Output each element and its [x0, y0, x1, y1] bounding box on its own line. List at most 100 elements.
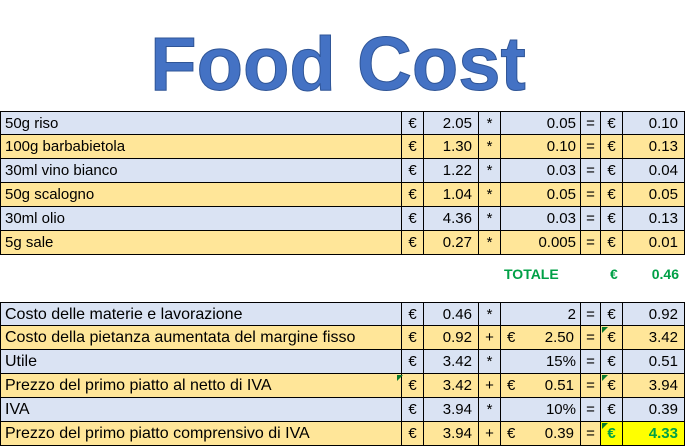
currency-symbol[interactable]: €: [601, 302, 623, 326]
ingredient-name[interactable]: 30ml olio: [0, 207, 402, 231]
line-total[interactable]: 0.04: [623, 159, 685, 183]
quantity[interactable]: 0.03: [501, 207, 581, 231]
factor[interactable]: €2.50: [501, 326, 581, 350]
equals[interactable]: =: [581, 159, 601, 183]
table-row[interactable]: IVA € 3.94 * 10% = € 0.39: [0, 398, 685, 422]
table-row[interactable]: Costo della pietanza aumentata del margi…: [0, 326, 685, 350]
currency-symbol[interactable]: €: [402, 350, 424, 374]
equals[interactable]: =: [581, 350, 601, 374]
currency-symbol[interactable]: €: [601, 183, 623, 207]
final-price[interactable]: 4.33: [623, 422, 685, 446]
table-row[interactable]: 50g scalogno € 1.04 * 0.05 = € 0.05: [0, 183, 685, 207]
ingredient-name[interactable]: 50g riso: [0, 111, 402, 135]
quantity[interactable]: 0.005: [501, 231, 581, 255]
factor[interactable]: 10%: [501, 398, 581, 422]
operator[interactable]: *: [479, 398, 501, 422]
base-amount[interactable]: 3.42: [424, 374, 479, 398]
base-amount[interactable]: 3.94: [424, 422, 479, 446]
line-total[interactable]: 0.13: [623, 135, 685, 159]
operator[interactable]: *: [479, 111, 501, 135]
unit-price[interactable]: 4.36: [424, 207, 479, 231]
table-row[interactable]: 5g sale € 0.27 * 0.005 = € 0.01: [0, 231, 685, 255]
operator[interactable]: +: [479, 326, 501, 350]
factor[interactable]: €0.39: [501, 422, 581, 446]
calc-label[interactable]: Costo delle materie e lavorazione: [0, 302, 402, 326]
currency-symbol[interactable]: €: [402, 111, 424, 135]
line-total[interactable]: 0.10: [623, 111, 685, 135]
table-row[interactable]: 50g riso € 2.05 * 0.05 = € 0.10: [0, 111, 685, 135]
quantity[interactable]: 0.03: [501, 159, 581, 183]
currency-symbol[interactable]: €: [402, 135, 424, 159]
currency-symbol[interactable]: €: [402, 207, 424, 231]
table-row[interactable]: Costo delle materie e lavorazione € 0.46…: [0, 302, 685, 326]
ingredient-name[interactable]: 100g barbabietola: [0, 135, 402, 159]
operator[interactable]: +: [479, 374, 501, 398]
quantity[interactable]: 0.05: [501, 183, 581, 207]
unit-price[interactable]: 1.04: [424, 183, 479, 207]
line-total[interactable]: 0.13: [623, 207, 685, 231]
operator[interactable]: *: [479, 207, 501, 231]
line-total[interactable]: 0.05: [623, 183, 685, 207]
calc-label[interactable]: Prezzo del primo piatto al netto di IVA: [0, 374, 402, 398]
currency-symbol[interactable]: €: [402, 374, 424, 398]
base-amount[interactable]: 0.46: [424, 302, 479, 326]
operator[interactable]: *: [479, 135, 501, 159]
currency-symbol[interactable]: €: [402, 302, 424, 326]
result[interactable]: 0.92: [623, 302, 685, 326]
equals[interactable]: =: [581, 207, 601, 231]
currency-symbol[interactable]: €: [601, 350, 623, 374]
currency-symbol[interactable]: €: [402, 326, 424, 350]
currency-symbol[interactable]: €: [601, 207, 623, 231]
table-row[interactable]: Prezzo del primo piatto comprensivo di I…: [0, 422, 685, 446]
calc-label[interactable]: IVA: [0, 398, 402, 422]
line-total[interactable]: 0.01: [623, 231, 685, 255]
result[interactable]: 0.51: [623, 350, 685, 374]
base-amount[interactable]: 3.94: [424, 398, 479, 422]
operator[interactable]: *: [479, 159, 501, 183]
equals[interactable]: =: [581, 111, 601, 135]
currency-symbol[interactable]: €: [402, 398, 424, 422]
unit-price[interactable]: 2.05: [424, 111, 479, 135]
calc-label[interactable]: Prezzo del primo piatto comprensivo di I…: [0, 422, 402, 446]
currency-symbol[interactable]: €: [601, 398, 623, 422]
currency-symbol[interactable]: €: [402, 159, 424, 183]
ingredient-name[interactable]: 5g sale: [0, 231, 402, 255]
currency-symbol[interactable]: €: [601, 111, 623, 135]
equals[interactable]: =: [581, 135, 601, 159]
operator[interactable]: *: [479, 302, 501, 326]
calc-label[interactable]: Utile: [0, 350, 402, 374]
base-amount[interactable]: 3.42: [424, 350, 479, 374]
equals[interactable]: =: [581, 422, 601, 446]
currency-symbol[interactable]: €: [601, 231, 623, 255]
unit-price[interactable]: 1.22: [424, 159, 479, 183]
quantity[interactable]: 0.05: [501, 111, 581, 135]
table-row[interactable]: 30ml olio € 4.36 * 0.03 = € 0.13: [0, 207, 685, 231]
table-row[interactable]: 30ml vino bianco € 1.22 * 0.03 = € 0.04: [0, 159, 685, 183]
result[interactable]: 0.39: [623, 398, 685, 422]
factor[interactable]: 2: [501, 302, 581, 326]
ingredient-name[interactable]: 30ml vino bianco: [0, 159, 402, 183]
currency-symbol[interactable]: €: [601, 135, 623, 159]
operator[interactable]: *: [479, 231, 501, 255]
result[interactable]: 3.42: [623, 326, 685, 350]
table-row[interactable]: Utile € 3.42 * 15% = € 0.51: [0, 350, 685, 374]
equals[interactable]: =: [581, 374, 601, 398]
equals[interactable]: =: [581, 231, 601, 255]
factor[interactable]: 15%: [501, 350, 581, 374]
currency-symbol[interactable]: €: [601, 159, 623, 183]
unit-price[interactable]: 1.30: [424, 135, 479, 159]
unit-price[interactable]: 0.27: [424, 231, 479, 255]
factor[interactable]: €0.51: [501, 374, 581, 398]
equals[interactable]: =: [581, 398, 601, 422]
result[interactable]: 3.94: [623, 374, 685, 398]
base-amount[interactable]: 0.92: [424, 326, 479, 350]
currency-symbol[interactable]: €: [402, 231, 424, 255]
operator[interactable]: *: [479, 350, 501, 374]
table-row[interactable]: 100g barbabietola € 1.30 * 0.10 = € 0.13: [0, 135, 685, 159]
calc-label[interactable]: Costo della pietanza aumentata del margi…: [0, 326, 402, 350]
equals[interactable]: =: [581, 326, 601, 350]
table-row[interactable]: Prezzo del primo piatto al netto di IVA …: [0, 374, 685, 398]
currency-symbol[interactable]: €: [402, 183, 424, 207]
currency-symbol[interactable]: €: [402, 422, 424, 446]
ingredient-name[interactable]: 50g scalogno: [0, 183, 402, 207]
